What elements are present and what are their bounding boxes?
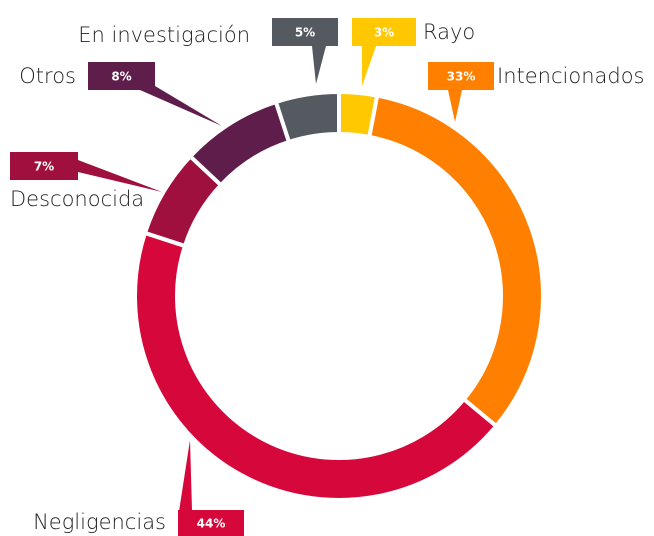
callout-tail xyxy=(362,46,376,86)
callout-tail xyxy=(78,160,162,192)
callout-tail xyxy=(448,90,462,122)
category-label: Rayo xyxy=(423,20,475,44)
category-label: Intencionados xyxy=(497,64,645,88)
callout-tail xyxy=(140,86,222,126)
category-label: Desconocida xyxy=(10,187,144,211)
category-label: En investigación xyxy=(78,23,250,47)
callout-box xyxy=(428,62,494,90)
category-label: Otros xyxy=(19,64,76,88)
value-label: 44% xyxy=(197,517,226,531)
value-label: 3% xyxy=(374,26,394,40)
donut-slice xyxy=(133,230,500,502)
callout-tail xyxy=(312,46,326,84)
callout-box xyxy=(88,62,155,90)
value-label: 8% xyxy=(111,70,131,84)
callout-tail xyxy=(178,440,192,518)
value-label: 7% xyxy=(34,160,54,174)
value-label: 5% xyxy=(295,26,315,40)
donut-slice xyxy=(273,89,341,145)
donut-slice xyxy=(367,93,545,429)
callout-box xyxy=(10,152,78,180)
category-label: Negligencias xyxy=(33,510,166,534)
value-label: 33% xyxy=(447,70,476,84)
callout-box xyxy=(272,18,338,46)
donut-slice xyxy=(187,99,292,188)
callout-box xyxy=(178,510,244,536)
callout-box xyxy=(352,18,416,46)
